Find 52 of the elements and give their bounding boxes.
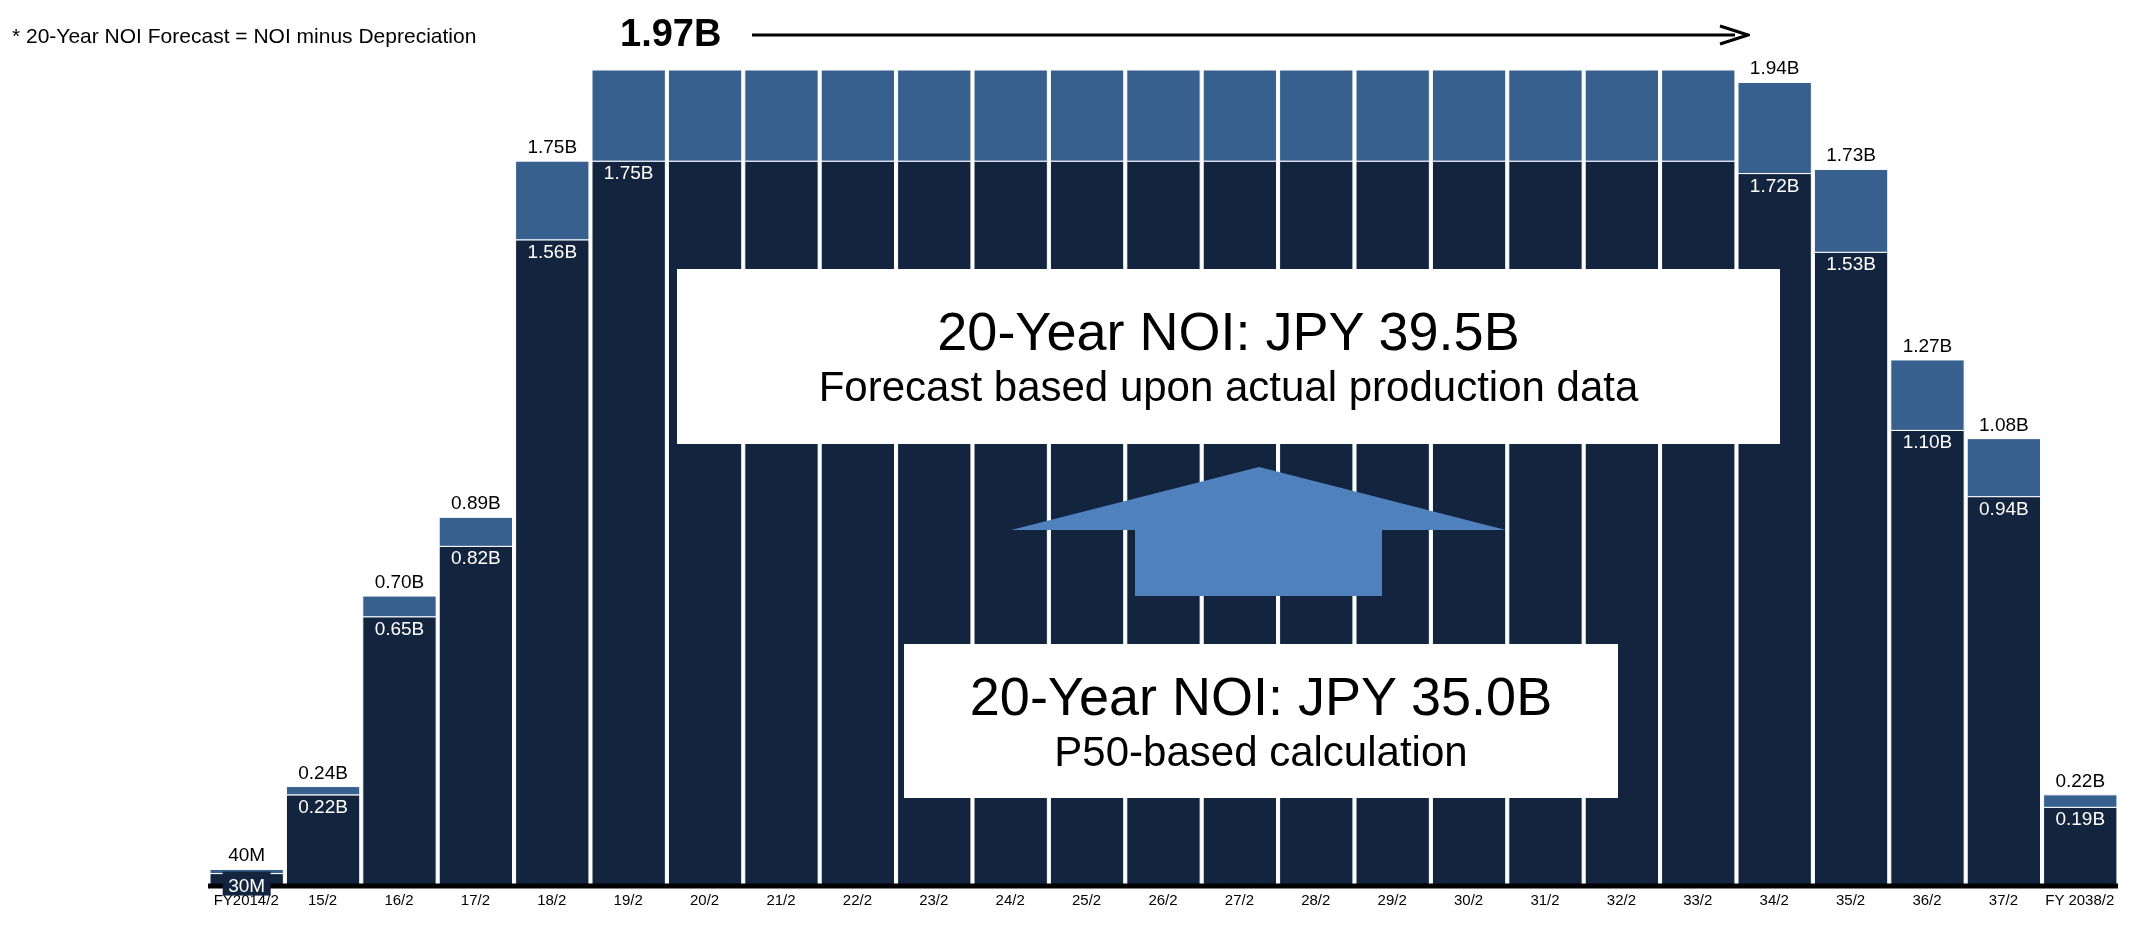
x-tick-label: 21/2 [766,890,796,908]
x-tick-label: 26/2 [1148,890,1178,908]
x-tick-label: 37/2 [1988,890,2018,908]
data-label: 1.56B [527,240,578,262]
x-tick-label: 24/2 [995,890,1025,908]
x-tick-label: 22/2 [842,890,872,908]
x-tick-label: 18/2 [537,890,567,908]
x-tick-label: 34/2 [1759,890,1789,908]
x-tick-label: 23/2 [919,890,949,908]
data-label: 0.94B [1979,497,2029,519]
x-tick-label: 28/2 [1301,890,1331,908]
data-label: 0.19B [2055,808,2106,830]
x-tick-label: 25/2 [1072,890,1102,908]
total-label: 0.89B [451,492,501,514]
data-label: 0.82B [451,547,501,569]
x-tick-label: 33/2 [1683,890,1713,908]
total-label: 1.08B [1979,413,2029,435]
x-tick-label: 29/2 [1377,890,1407,908]
annotation: 20-Year NOI: JPY 39.5B [937,300,1520,363]
data-label: 0.65B [374,617,425,639]
data-label: 0.22B [298,795,348,817]
total-label: 0.22B [2055,769,2106,791]
total-label: 0.24B [298,761,348,783]
total-label: 1.73B [1826,144,1876,166]
x-tick-label: 16/2 [384,890,414,908]
total-label: 1.27B [1902,334,1953,356]
text-box: 20-Year NOI: JPY 35.0B P50-based calculation [904,644,1618,798]
total-label: 40M [228,844,266,866]
data-label: 1.75B [603,162,654,184]
data-label: 1.72B [1749,174,1800,196]
annotation: 20-Year NOI: JPY 35.0B [969,664,1553,727]
data-label: 1.53B [1826,253,1876,275]
x-tick-label: 20/2 [690,890,720,908]
x-tick-label: 36/2 [1912,890,1942,908]
total-label: 1.75B [527,136,578,158]
x-tick-label: 27/2 [1224,890,1254,908]
text: * 20-Year NOI Forecast = NOI minus Depreciation [12,24,477,48]
x-tick-label: 19/2 [613,890,643,908]
annotation: P50-based calculation [1054,726,1468,777]
total-label: 0.70B [374,571,425,593]
x-tick-label: 17/2 [460,890,490,908]
x-tick-label: 35/2 [1836,890,1866,908]
annotation: Forecast based upon actual production data [818,362,1639,413]
x-tick-label: 31/2 [1530,890,1560,908]
text: 1.97B [620,12,722,55]
x-tick-label: FY 2038/2 [2045,890,2115,908]
x-tick-label: 15/2 [308,890,338,908]
text-box: 20-Year NOI: JPY 39.5B Forecast based upon actual production data [677,269,1780,444]
data-label: 1.10B [1902,431,1953,453]
x-tick-label: 30/2 [1454,890,1484,908]
total-label: 1.94B [1749,57,1800,79]
x-tick-label: 32/2 [1606,890,1636,908]
